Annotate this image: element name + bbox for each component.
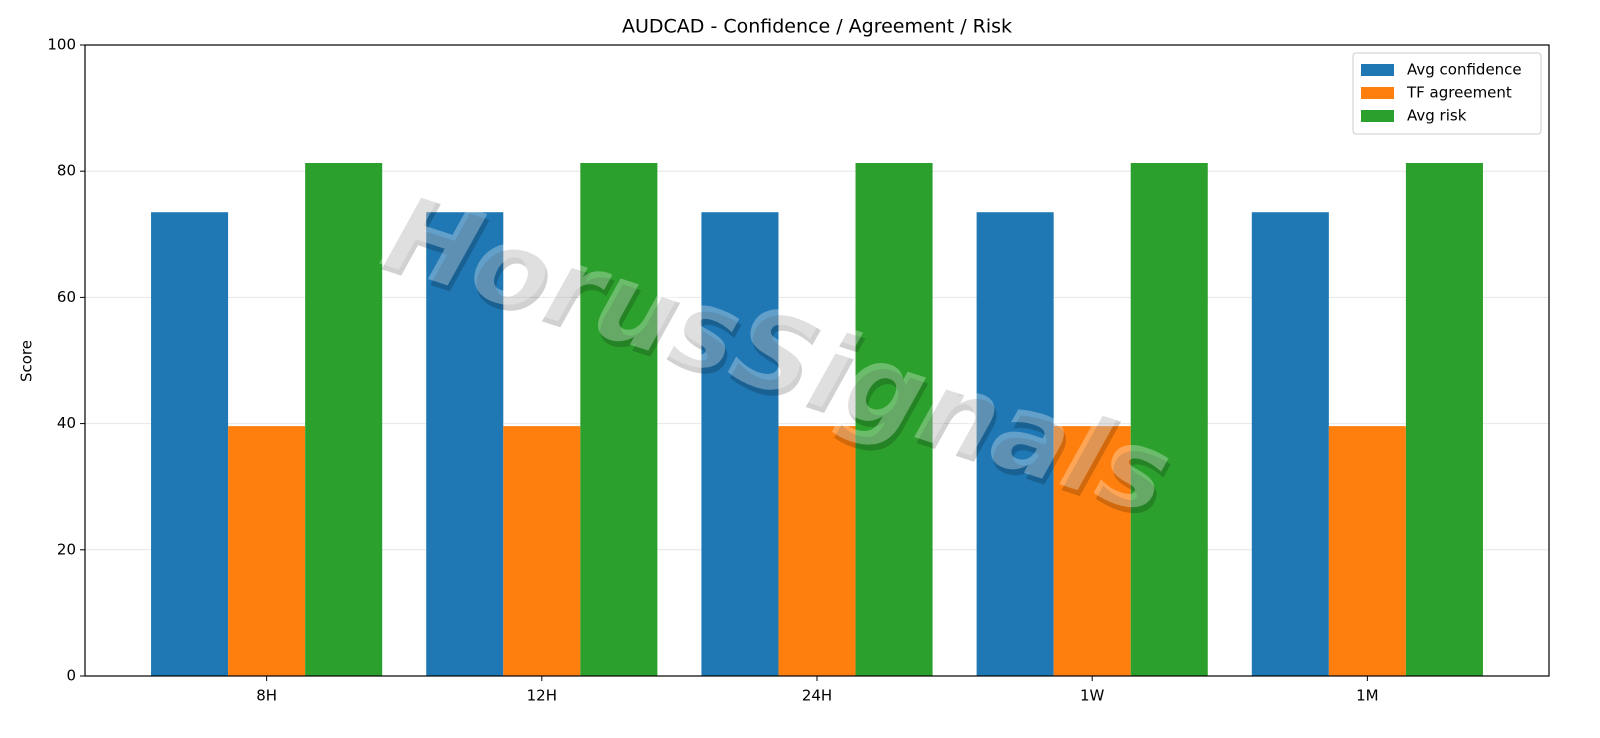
x-tick-label: 1M: [1356, 687, 1379, 705]
legend-label: Avg risk: [1407, 107, 1467, 125]
bar: [503, 426, 581, 676]
x-tick-label: 8H: [256, 687, 277, 705]
bar: [1251, 212, 1329, 676]
bar: [1405, 162, 1483, 676]
bar: [228, 426, 306, 676]
bar: [701, 212, 779, 676]
plot-frame: [84, 44, 1550, 677]
bar: [1053, 426, 1131, 676]
bar: [1328, 426, 1406, 676]
y-tick-label: 100: [47, 36, 76, 54]
x-tick-label: 12H: [527, 687, 557, 705]
y-tick-label: 60: [57, 288, 76, 306]
y-tick-label: 80: [57, 162, 76, 180]
chart-title: AUDCAD - Confidence / Agreement / Risk: [622, 16, 1012, 38]
bar: [580, 162, 658, 676]
bar: [855, 162, 933, 676]
bar: [1130, 162, 1208, 676]
legend-swatch: [1361, 87, 1394, 99]
y-axis-label: Score: [18, 340, 36, 382]
bar: [778, 426, 856, 676]
x-tick-label: 24H: [802, 687, 832, 705]
y-tick-label: 0: [66, 667, 76, 685]
y-tick-label: 40: [57, 414, 76, 432]
y-tick-label: 20: [57, 540, 76, 558]
bar: [151, 212, 229, 676]
x-tick-label: 1W: [1080, 687, 1105, 705]
legend-box: [1352, 52, 1542, 135]
bar: [426, 212, 504, 676]
bar: [305, 162, 383, 676]
legend-swatch: [1361, 64, 1394, 76]
legend-swatch: [1361, 110, 1394, 122]
legend-label: Avg confidence: [1407, 61, 1522, 79]
legend-label: TF agreement: [1406, 84, 1512, 102]
bar: [976, 212, 1054, 676]
